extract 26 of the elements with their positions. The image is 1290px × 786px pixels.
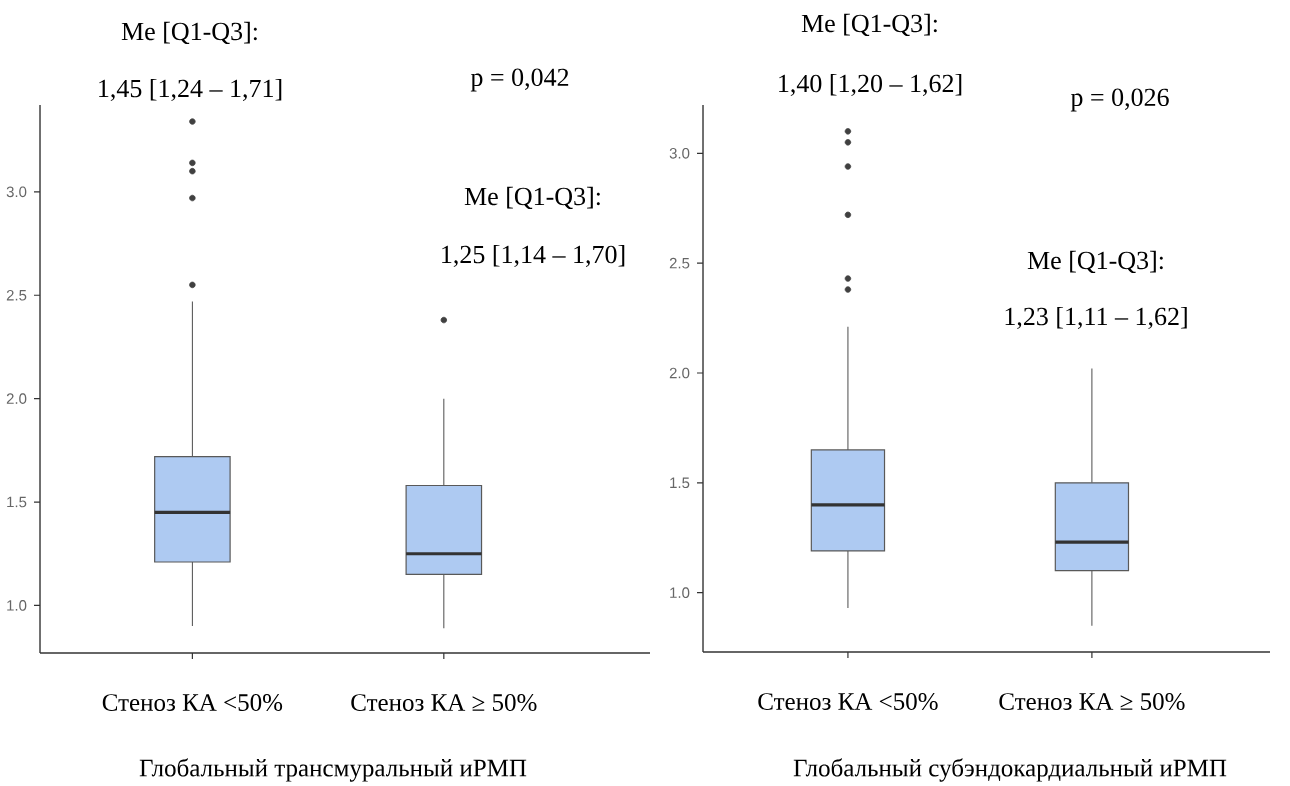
text: p = 0,042 [470, 68, 569, 92]
annotation: 1,23 [1,11 – 1,62] [1005, 306, 1187, 330]
y-tick-label: 3.0 [669, 148, 690, 159]
text: 1,40 [1,20 – 1,62] [779, 73, 962, 97]
x-tick-label: Стеноз КА <50% [102, 694, 283, 712]
y-tick-label: 2.5 [6, 289, 27, 301]
y-tick-label: 2.5 [669, 257, 690, 269]
y-tick-label: 2.0 [6, 393, 27, 404]
y-tick-label: 2.0 [669, 367, 690, 379]
y-tick-label: 3.0 [6, 186, 27, 198]
x-tick-label: Стеноз КА ≥ 50% [999, 693, 1185, 711]
text: Me [Q1-Q3]: [121, 21, 257, 45]
text: Me [Q1-Q3]: [801, 13, 937, 37]
y-tick-label: 1.0 [670, 587, 690, 598]
annotation: Me [Q1-Q3]: [1027, 250, 1163, 274]
x-axis-title: Глобальный трансмуральный иРМП [139, 758, 527, 782]
annotation: 1,25 [1,14 – 1,70] [442, 244, 625, 268]
annotation: p = 0,026 [1070, 88, 1169, 112]
text: 1,45 [1,24 – 1,71] [99, 78, 282, 102]
x-tick-label: Стеноз КА <50% [758, 693, 938, 711]
x-tick-label: Стеноз КА ≥ 50% [351, 694, 537, 712]
y-tick-label: 1.0 [7, 600, 27, 611]
annotation: Me [Q1-Q3]: [464, 186, 600, 210]
y-tick-label: 1.5 [670, 477, 690, 489]
y-tick-label: 1.5 [7, 496, 27, 508]
x-axis-title: Глобальный субэндокардиальный иРМП [793, 758, 1227, 782]
